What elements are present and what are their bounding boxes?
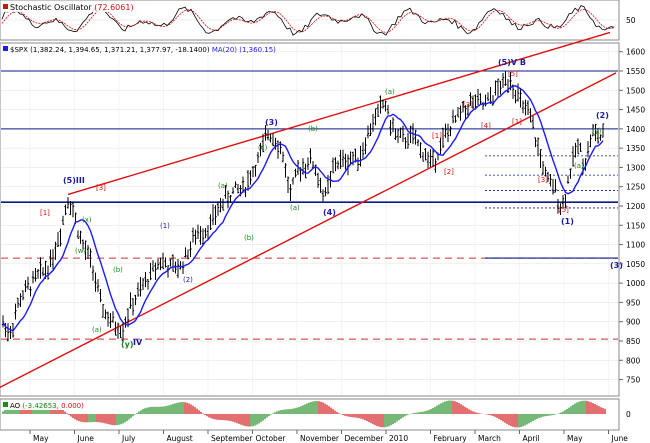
x-tick-label: June (77, 434, 95, 443)
sub-wave-label: (b) (113, 266, 123, 274)
lower-channel-line (0, 72, 617, 388)
wave-label: (3) (610, 261, 623, 270)
y-tick-label: 1250 (626, 183, 645, 192)
price-panel-icon (3, 46, 8, 51)
sub-wave-label: [1] (512, 118, 522, 126)
x-tick-label: August (167, 434, 193, 443)
sub-wave-label: (1) (160, 222, 170, 230)
x-tick-label: April (523, 434, 540, 443)
y-tick-label: 1200 (626, 202, 645, 211)
x-tick-label: October (256, 434, 287, 443)
sub-wave-label: [1] (432, 132, 442, 140)
moving-average-line (2, 85, 604, 332)
sub-wave-label: [4] (481, 122, 491, 130)
sub-wave-label: (b) (244, 234, 254, 242)
y-tick-label: 750 (626, 376, 641, 385)
stochastic-tick-label: 50 (626, 16, 636, 25)
wave-label: IV (133, 338, 143, 347)
wave-label: (3) (265, 118, 278, 127)
y-tick-label: 850 (626, 337, 641, 346)
y-tick-label: 900 (626, 318, 641, 327)
y-tick-label: 800 (626, 356, 641, 365)
sub-wave-label: (w) (75, 247, 86, 255)
ma-label: MA(20) (212, 46, 237, 54)
x-tick-label: February (434, 434, 468, 443)
x-tick-label: November (300, 434, 340, 443)
x-tick-label: July (121, 434, 136, 443)
price-panel (0, 42, 620, 397)
sub-wave-label: [5] (508, 70, 518, 78)
sub-wave-label: [3] (96, 184, 106, 192)
y-tick-label: 950 (626, 298, 641, 307)
x-tick-label: May (567, 434, 583, 443)
svg-text:$SPX (1,382.24, 1,394.65,: $SPX (1,382.24, 1,394.65, 1,371.21, 1,37… (10, 46, 276, 54)
sub-wave-label: [1] (40, 209, 50, 217)
macd-value2: 0.000) (61, 402, 84, 410)
wave-label: (y) (121, 340, 134, 349)
sub-wave-label: (y) (592, 127, 602, 135)
sub-wave-label: (2) (183, 276, 193, 284)
sub-wave-label: [2] (444, 168, 454, 176)
sub-wave-label: (a) (218, 182, 228, 190)
price-ohlc: (1,382.24, 1,394.65, 1,371.21, 1,377.97,… (30, 46, 210, 54)
ma-value: (1,360.15) (239, 46, 276, 54)
sub-wave-label: [3] (463, 101, 473, 109)
stochastic-title: Stochastic Oscillator (10, 3, 92, 12)
sub-wave-label: (c) (258, 144, 268, 152)
macd-panel-icon (3, 402, 8, 407)
macd-title: AO (10, 402, 21, 410)
x-tick-label: December (345, 434, 385, 443)
sub-wave-label: (a) (92, 326, 102, 334)
wave-label: (5)V B (498, 58, 526, 67)
sub-wave-label: (a) (385, 88, 395, 96)
x-tick-label: 2010 (389, 434, 408, 443)
sub-wave-label: (a) (574, 162, 584, 170)
x-tick-label: September (211, 434, 253, 443)
svg-text:AO (-3.42653, 0.000): AO (-3.42653, 0.000) (10, 402, 84, 410)
y-tick-label: 1150 (626, 221, 645, 230)
sub-wave-label: (x) (82, 216, 92, 224)
macd-value1: (-3.42653, (22, 402, 61, 410)
svg-text:Stochastic Oscillator (72.: Stochastic Oscillator (72.6061) (10, 3, 134, 12)
y-tick-label: 1100 (626, 241, 645, 250)
price-symbol: $SPX (10, 46, 28, 54)
x-tick-label: June (611, 434, 629, 443)
x-tick-label: May (33, 434, 49, 443)
y-tick-label: 1350 (626, 144, 645, 153)
y-tick-label: 1500 (626, 86, 645, 95)
y-tick-label: 1450 (626, 106, 645, 115)
upper-channel-line (67, 31, 611, 196)
y-tick-label: 1300 (626, 163, 645, 172)
wave-label: (4) (323, 208, 336, 217)
sub-wave-label: (a) (290, 204, 300, 212)
sub-wave-label: (b) (308, 125, 318, 133)
y-tick-label: 1400 (626, 125, 645, 134)
wave-label: (5)III (63, 176, 85, 185)
y-tick-label: 1050 (626, 260, 645, 269)
sub-wave-label: [5] (559, 206, 569, 214)
stochastic-value: (72.6061) (94, 3, 133, 12)
sub-wave-label: [3] (538, 176, 548, 184)
y-tick-label: 1000 (626, 279, 645, 288)
stochastic-panel-icon (3, 4, 8, 9)
wave-label: (2) (596, 111, 609, 120)
wave-label: (1) (561, 217, 574, 226)
y-tick-label: 1600 (626, 48, 645, 57)
x-tick-label: March (478, 434, 501, 443)
y-tick-label: 1550 (626, 67, 645, 76)
macd-tick-label: 0 (626, 410, 631, 419)
